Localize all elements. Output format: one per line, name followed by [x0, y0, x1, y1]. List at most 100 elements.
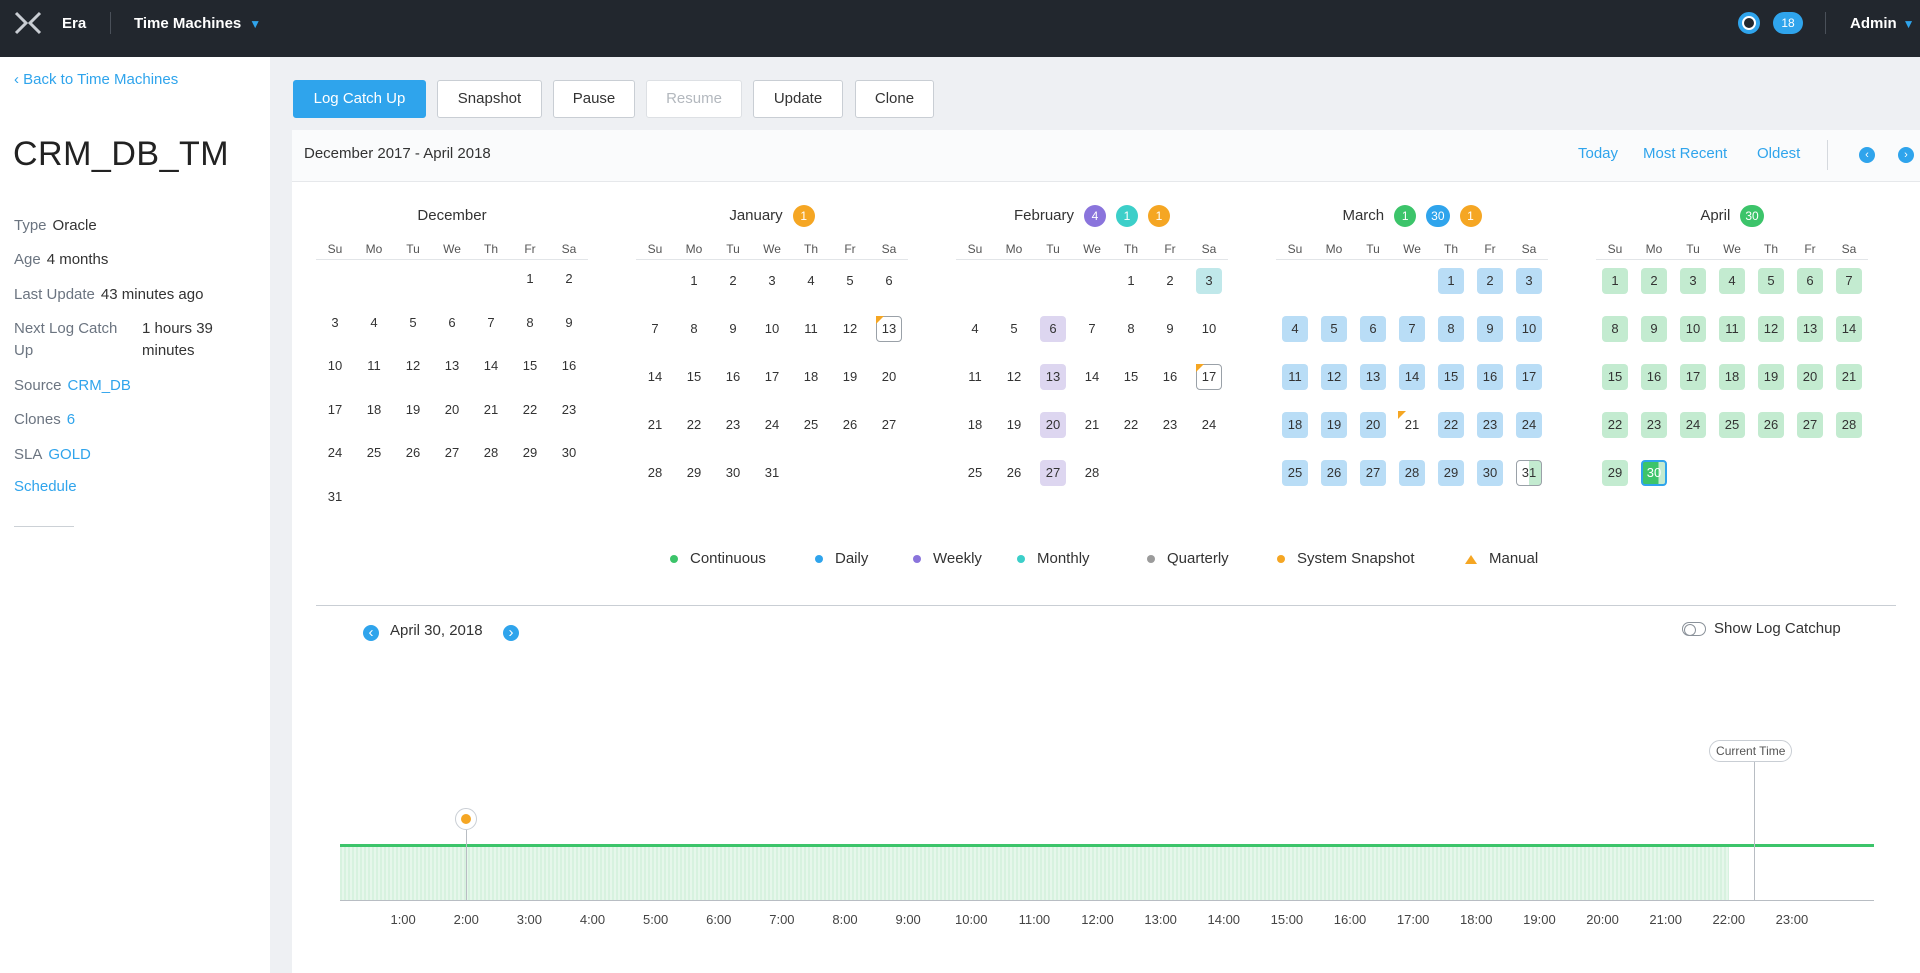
status-ring-icon[interactable]: [1738, 12, 1760, 34]
notification-badge[interactable]: 18: [1773, 12, 1803, 34]
user-menu[interactable]: Admin ▼: [1850, 15, 1915, 32]
calendar-day[interactable]: 27: [1797, 412, 1823, 438]
calendar-day[interactable]: 13: [1360, 364, 1386, 390]
calendar-day[interactable]: 30: [1641, 460, 1667, 486]
weekday-label: We: [1403, 242, 1421, 256]
calendar-day[interactable]: 4: [1719, 268, 1745, 294]
time-tick-label: 19:00: [1523, 912, 1556, 927]
calendar-day[interactable]: 26: [1321, 460, 1347, 486]
calendar-day[interactable]: 27: [1040, 460, 1066, 486]
calendar-day[interactable]: 21: [1836, 364, 1862, 390]
calendar-day[interactable]: 31: [1516, 460, 1542, 486]
today-link[interactable]: Today: [1578, 145, 1619, 162]
era-logo-icon[interactable]: [13, 11, 43, 35]
calendar-day: 7: [1088, 321, 1096, 336]
calendar-day[interactable]: 2: [1641, 268, 1667, 294]
meta-last-update: Last Update 43 minutes ago: [14, 284, 203, 306]
system-snapshot-marker[interactable]: [455, 808, 478, 830]
sla-link[interactable]: GOLD: [48, 446, 91, 463]
calendar-day[interactable]: 13: [876, 316, 902, 342]
calendar-day[interactable]: 5: [1321, 316, 1347, 342]
back-to-time-machines-link[interactable]: ‹ Back to Time Machines: [14, 71, 178, 88]
calendar-day[interactable]: 11: [1719, 316, 1745, 342]
calendar-day[interactable]: 6: [1797, 268, 1823, 294]
calendar-day[interactable]: 1: [1438, 268, 1464, 294]
log-catch-up-button[interactable]: Log Catch Up: [293, 80, 426, 118]
calendar-day[interactable]: 18: [1282, 412, 1308, 438]
calendar-day[interactable]: 14: [1399, 364, 1425, 390]
calendar-day[interactable]: 8: [1602, 316, 1628, 342]
calendar-day[interactable]: 5: [1758, 268, 1784, 294]
calendar-day[interactable]: 21: [1398, 411, 1425, 438]
calendar-day[interactable]: 7: [1836, 268, 1862, 294]
calendar-day[interactable]: 8: [1438, 316, 1464, 342]
prev-day-button[interactable]: ‹: [363, 625, 379, 641]
most-recent-link[interactable]: Most Recent: [1643, 145, 1728, 162]
calendar-day[interactable]: 23: [1641, 412, 1667, 438]
calendar-day[interactable]: 15: [1438, 364, 1464, 390]
calendar-day[interactable]: 12: [1758, 316, 1784, 342]
calendar-day[interactable]: 13: [1797, 316, 1823, 342]
resume-button[interactable]: Resume: [646, 80, 742, 118]
calendar-day[interactable]: 20: [1360, 412, 1386, 438]
calendar-day[interactable]: 18: [1719, 364, 1745, 390]
calendar-day[interactable]: 25: [1719, 412, 1745, 438]
prev-range-button[interactable]: ‹: [1859, 147, 1875, 163]
update-button[interactable]: Update: [753, 80, 843, 118]
calendar-day[interactable]: 30: [1477, 460, 1503, 486]
calendar-day[interactable]: 22: [1602, 412, 1628, 438]
calendar-day[interactable]: 20: [1797, 364, 1823, 390]
calendar-day[interactable]: 17: [1516, 364, 1542, 390]
toggle-switch[interactable]: [1682, 622, 1706, 637]
calendar-day[interactable]: 28: [1399, 460, 1425, 486]
calendar-day[interactable]: 24: [1680, 412, 1706, 438]
calendar-day[interactable]: 26: [1758, 412, 1784, 438]
calendar-day[interactable]: 9: [1641, 316, 1667, 342]
calendar-day[interactable]: 2: [1477, 268, 1503, 294]
calendar-day[interactable]: 27: [1360, 460, 1386, 486]
calendar-day[interactable]: 16: [1477, 364, 1503, 390]
calendar-day[interactable]: 24: [1516, 412, 1542, 438]
calendar-day[interactable]: 20: [1040, 412, 1066, 438]
pause-button[interactable]: Pause: [553, 80, 635, 118]
calendar-day[interactable]: 7: [1399, 316, 1425, 342]
calendar-day[interactable]: 4: [1282, 316, 1308, 342]
calendar-day[interactable]: 10: [1516, 316, 1542, 342]
calendar-day[interactable]: 19: [1321, 412, 1347, 438]
clone-button[interactable]: Clone: [855, 80, 934, 118]
calendar-day[interactable]: 11: [1282, 364, 1308, 390]
calendar-day[interactable]: 1: [1602, 268, 1628, 294]
oldest-link[interactable]: Oldest: [1757, 145, 1801, 162]
calendar-day[interactable]: 6: [1360, 316, 1386, 342]
calendar-day[interactable]: 23: [1477, 412, 1503, 438]
calendar-day[interactable]: 17: [1196, 364, 1222, 390]
calendar-day[interactable]: 25: [1282, 460, 1308, 486]
calendar-day[interactable]: 22: [1438, 412, 1464, 438]
clones-link[interactable]: 6: [66, 411, 76, 428]
calendar-day[interactable]: 29: [1602, 460, 1628, 486]
calendar-day[interactable]: 3: [1516, 268, 1542, 294]
next-range-button[interactable]: ›: [1898, 147, 1914, 163]
calendar-day[interactable]: 14: [1836, 316, 1862, 342]
calendar-day[interactable]: 29: [1438, 460, 1464, 486]
calendar-day[interactable]: 9: [1477, 316, 1503, 342]
calendar-day[interactable]: 16: [1641, 364, 1667, 390]
calendar-day[interactable]: 10: [1680, 316, 1706, 342]
show-log-catchup-toggle[interactable]: Show Log Catchup: [1682, 620, 1841, 637]
calendar-day[interactable]: 13: [1040, 364, 1066, 390]
month-name: March: [1342, 207, 1385, 224]
calendar-day[interactable]: 12: [1321, 364, 1347, 390]
calendar-day[interactable]: 3: [1196, 268, 1222, 294]
schedule-link[interactable]: Schedule: [14, 478, 77, 495]
snapshot-button[interactable]: Snapshot: [437, 80, 542, 118]
calendar-day[interactable]: 15: [1602, 364, 1628, 390]
source-link[interactable]: CRM_DB: [67, 377, 131, 394]
next-day-button[interactable]: ›: [503, 625, 519, 641]
calendar-day[interactable]: 28: [1836, 412, 1862, 438]
section-dropdown[interactable]: Time Machines ▼: [134, 15, 261, 32]
calendar-day[interactable]: 3: [1680, 268, 1706, 294]
calendar-day: 20: [444, 401, 460, 417]
calendar-day[interactable]: 19: [1758, 364, 1784, 390]
calendar-day[interactable]: 6: [1040, 316, 1066, 342]
calendar-day[interactable]: 17: [1680, 364, 1706, 390]
